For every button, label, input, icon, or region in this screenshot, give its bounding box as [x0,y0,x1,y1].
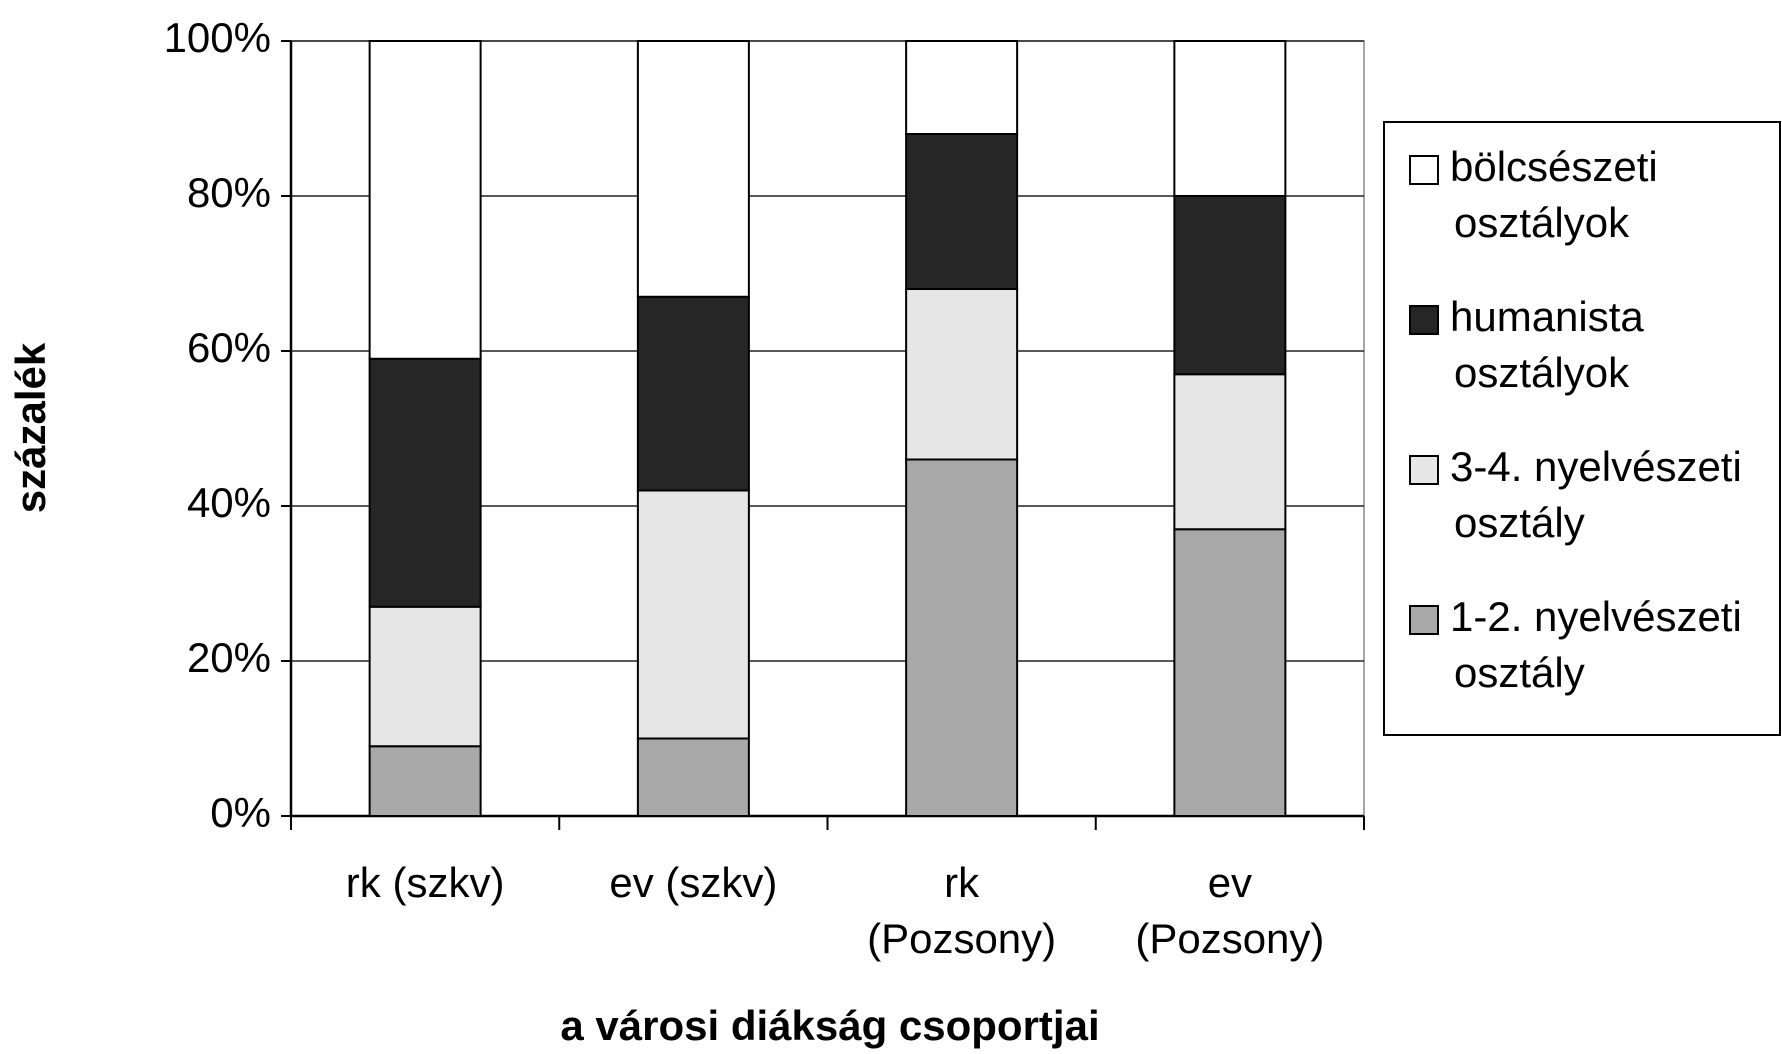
bar-segment [1173,40,1287,197]
y-tick-label: 100% [164,14,271,61]
bar-segment [368,357,482,608]
bar-segment [1173,195,1287,376]
y-tick-label: 0% [210,789,271,836]
bar-segment [368,40,482,360]
y-tick-label: 60% [187,324,271,371]
legend-label: bölcsészeti osztályok [1450,143,1658,246]
x-tick-label: ev (szkv) [609,859,777,906]
legend-swatch [1409,155,1439,185]
y-tick-label: 20% [187,634,271,681]
bar-segment [636,295,750,492]
bar-segment [636,489,750,740]
legend-swatch [1409,605,1439,635]
legend-box [1383,121,1781,736]
legend-label: 1-2. nyelvészeti osztály [1450,593,1742,696]
x-tick-label: rk (szkv) [346,859,505,906]
x-tick-label: ev (Pozsony) [1135,859,1324,962]
bar-segment [368,745,482,817]
bar-segment [905,40,1019,135]
bar-segment [1173,528,1287,817]
y-axis-title: százalék [7,342,54,513]
legend-label: 3-4. nyelvészeti osztály [1450,443,1742,546]
y-tick-label: 40% [187,479,271,526]
legend-label: humanista osztályok [1450,293,1644,396]
bar-segment [905,458,1019,817]
bar-segment [368,605,482,748]
bar-segment [1173,373,1287,531]
y-tick-label: 80% [187,169,271,216]
legend-swatch [1409,305,1439,335]
x-tick-label: rk (Pozsony) [867,859,1056,962]
bar-segment [636,737,750,817]
bar-segment [905,288,1019,461]
legend-swatch [1409,455,1439,485]
bar-segment [636,40,750,298]
x-axis-title: a városi diákság csoportjai [560,1002,1099,1049]
bar-segment [905,133,1019,290]
